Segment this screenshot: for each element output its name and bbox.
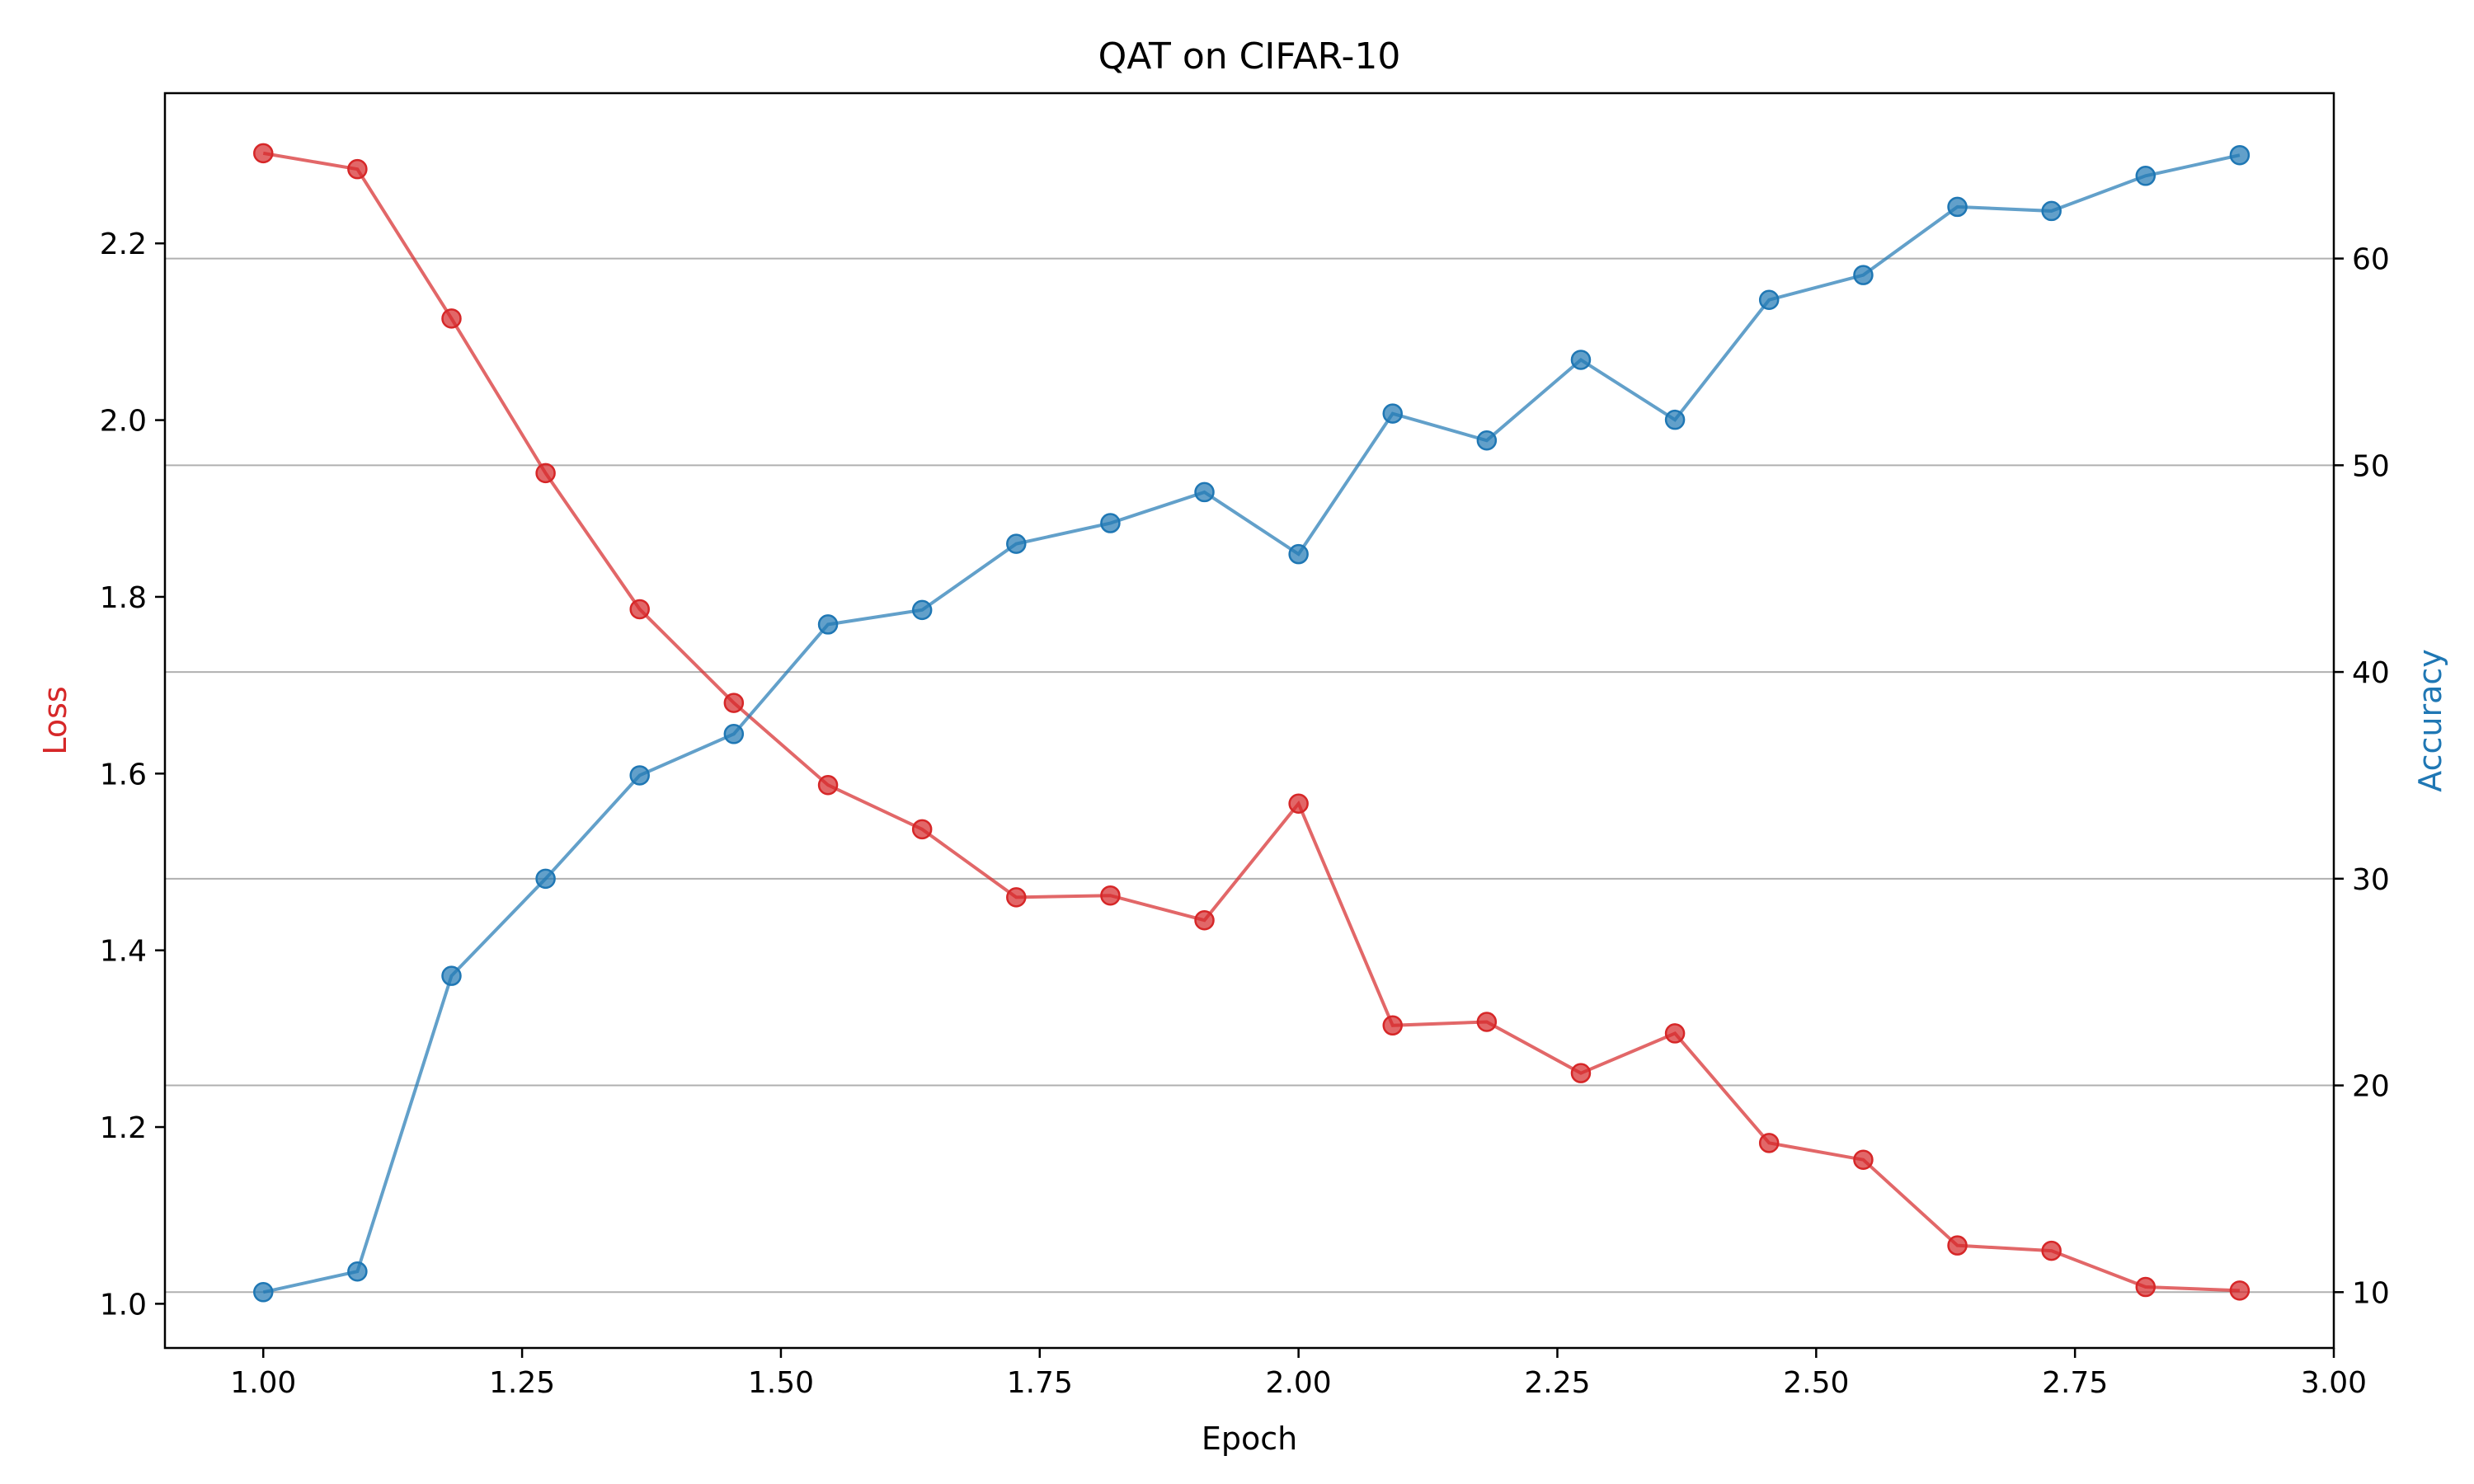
accuracy-point (1853, 265, 1874, 285)
accuracy-point (535, 868, 556, 890)
right-tick-label: 50 (2352, 449, 2390, 483)
loss-point (629, 599, 650, 620)
right-tick-label: 30 (2352, 863, 2390, 897)
left-tick-label: 1.0 (100, 1288, 147, 1322)
left-tick-label: 1.8 (100, 581, 147, 615)
loss-point (1006, 887, 1027, 908)
accuracy-point (1947, 196, 1968, 218)
accuracy-point (1100, 513, 1121, 533)
accuracy-point (347, 1261, 368, 1282)
loss-point (2229, 1280, 2251, 1301)
x-tick-label: 2.75 (2042, 1366, 2108, 1400)
accuracy-point (2041, 200, 2062, 222)
plot-frame (163, 92, 2335, 1350)
accuracy-points (253, 144, 2251, 1303)
left-axis-ticks: 1.0 1.2 1.4 1.6 1.8 2.0 2.2 (100, 228, 165, 1322)
loss-point (723, 693, 745, 713)
left-axis-label: Loss (37, 686, 73, 754)
x-axis-ticks: 1.00 1.25 1.50 1.75 2.00 2.25 2.50 2.75 3.00 (230, 1348, 2367, 1400)
accuracy-point (817, 614, 839, 635)
loss-point (253, 143, 274, 164)
accuracy-point (253, 1282, 274, 1303)
series-layer (253, 143, 2251, 1303)
accuracy-point (2229, 144, 2251, 166)
left-tick-label: 1.6 (100, 758, 147, 791)
loss-point (817, 774, 839, 796)
accuracy-point (1476, 430, 1498, 451)
loss-series-line (262, 151, 2240, 1293)
right-tick-label: 20 (2352, 1070, 2390, 1104)
left-tick-label: 1.4 (100, 935, 147, 969)
loss-point (1570, 1063, 1592, 1083)
accuracy-point (911, 599, 933, 621)
accuracy-point (441, 965, 462, 986)
right-axis-ticks: 10 20 30 40 50 60 (2334, 243, 2390, 1310)
loss-point (2135, 1276, 2157, 1298)
accuracy-point (1570, 350, 1592, 370)
x-tick-label: 2.50 (1783, 1366, 1849, 1400)
accuracy-point (1194, 481, 1215, 503)
left-tick-label: 1.2 (100, 1111, 147, 1145)
accuracy-point (1758, 289, 1780, 310)
loss-point (1382, 1015, 1403, 1036)
loss-point (535, 463, 556, 484)
x-axis-label: Epoch (1202, 1421, 1297, 1457)
left-tick-label: 2.0 (100, 405, 147, 439)
right-axis-label: Accuracy (2412, 649, 2448, 792)
accuracy-point (2135, 166, 2157, 186)
loss-point (1947, 1235, 1968, 1256)
left-tick-label: 2.2 (100, 228, 147, 261)
loss-point (347, 158, 368, 180)
loss-point (1194, 909, 1215, 931)
loss-point (1853, 1149, 1874, 1170)
accuracy-point (1006, 533, 1027, 554)
loss-point (1288, 793, 1309, 815)
right-tick-label: 60 (2352, 243, 2390, 277)
x-tick-label: 2.00 (1266, 1366, 1332, 1400)
x-tick-label: 2.25 (1524, 1366, 1590, 1400)
accuracy-point (1664, 409, 1686, 430)
x-tick-label: 1.50 (748, 1366, 814, 1400)
accuracy-point (1288, 543, 1309, 565)
x-tick-label: 1.00 (230, 1366, 296, 1400)
loss-point (1664, 1023, 1686, 1044)
grid-lines (165, 257, 2334, 1294)
accuracy-series-line (262, 153, 2241, 1294)
accuracy-point (1382, 403, 1403, 424)
chart-title: QAT on CIFAR-10 (1098, 35, 1401, 77)
loss-point (2041, 1240, 2062, 1261)
loss-point (1476, 1012, 1498, 1032)
x-tick-label: 3.00 (2301, 1366, 2367, 1400)
loss-points (253, 143, 2251, 1301)
right-tick-label: 10 (2352, 1276, 2390, 1310)
accuracy-point (629, 765, 650, 786)
accuracy-point (723, 724, 745, 744)
right-tick-label: 40 (2352, 656, 2390, 690)
loss-point (1100, 885, 1121, 906)
x-tick-label: 1.25 (489, 1366, 555, 1400)
loss-point (911, 819, 933, 840)
x-tick-label: 1.75 (1007, 1366, 1073, 1400)
loss-point (1758, 1133, 1780, 1153)
loss-point (441, 308, 462, 329)
